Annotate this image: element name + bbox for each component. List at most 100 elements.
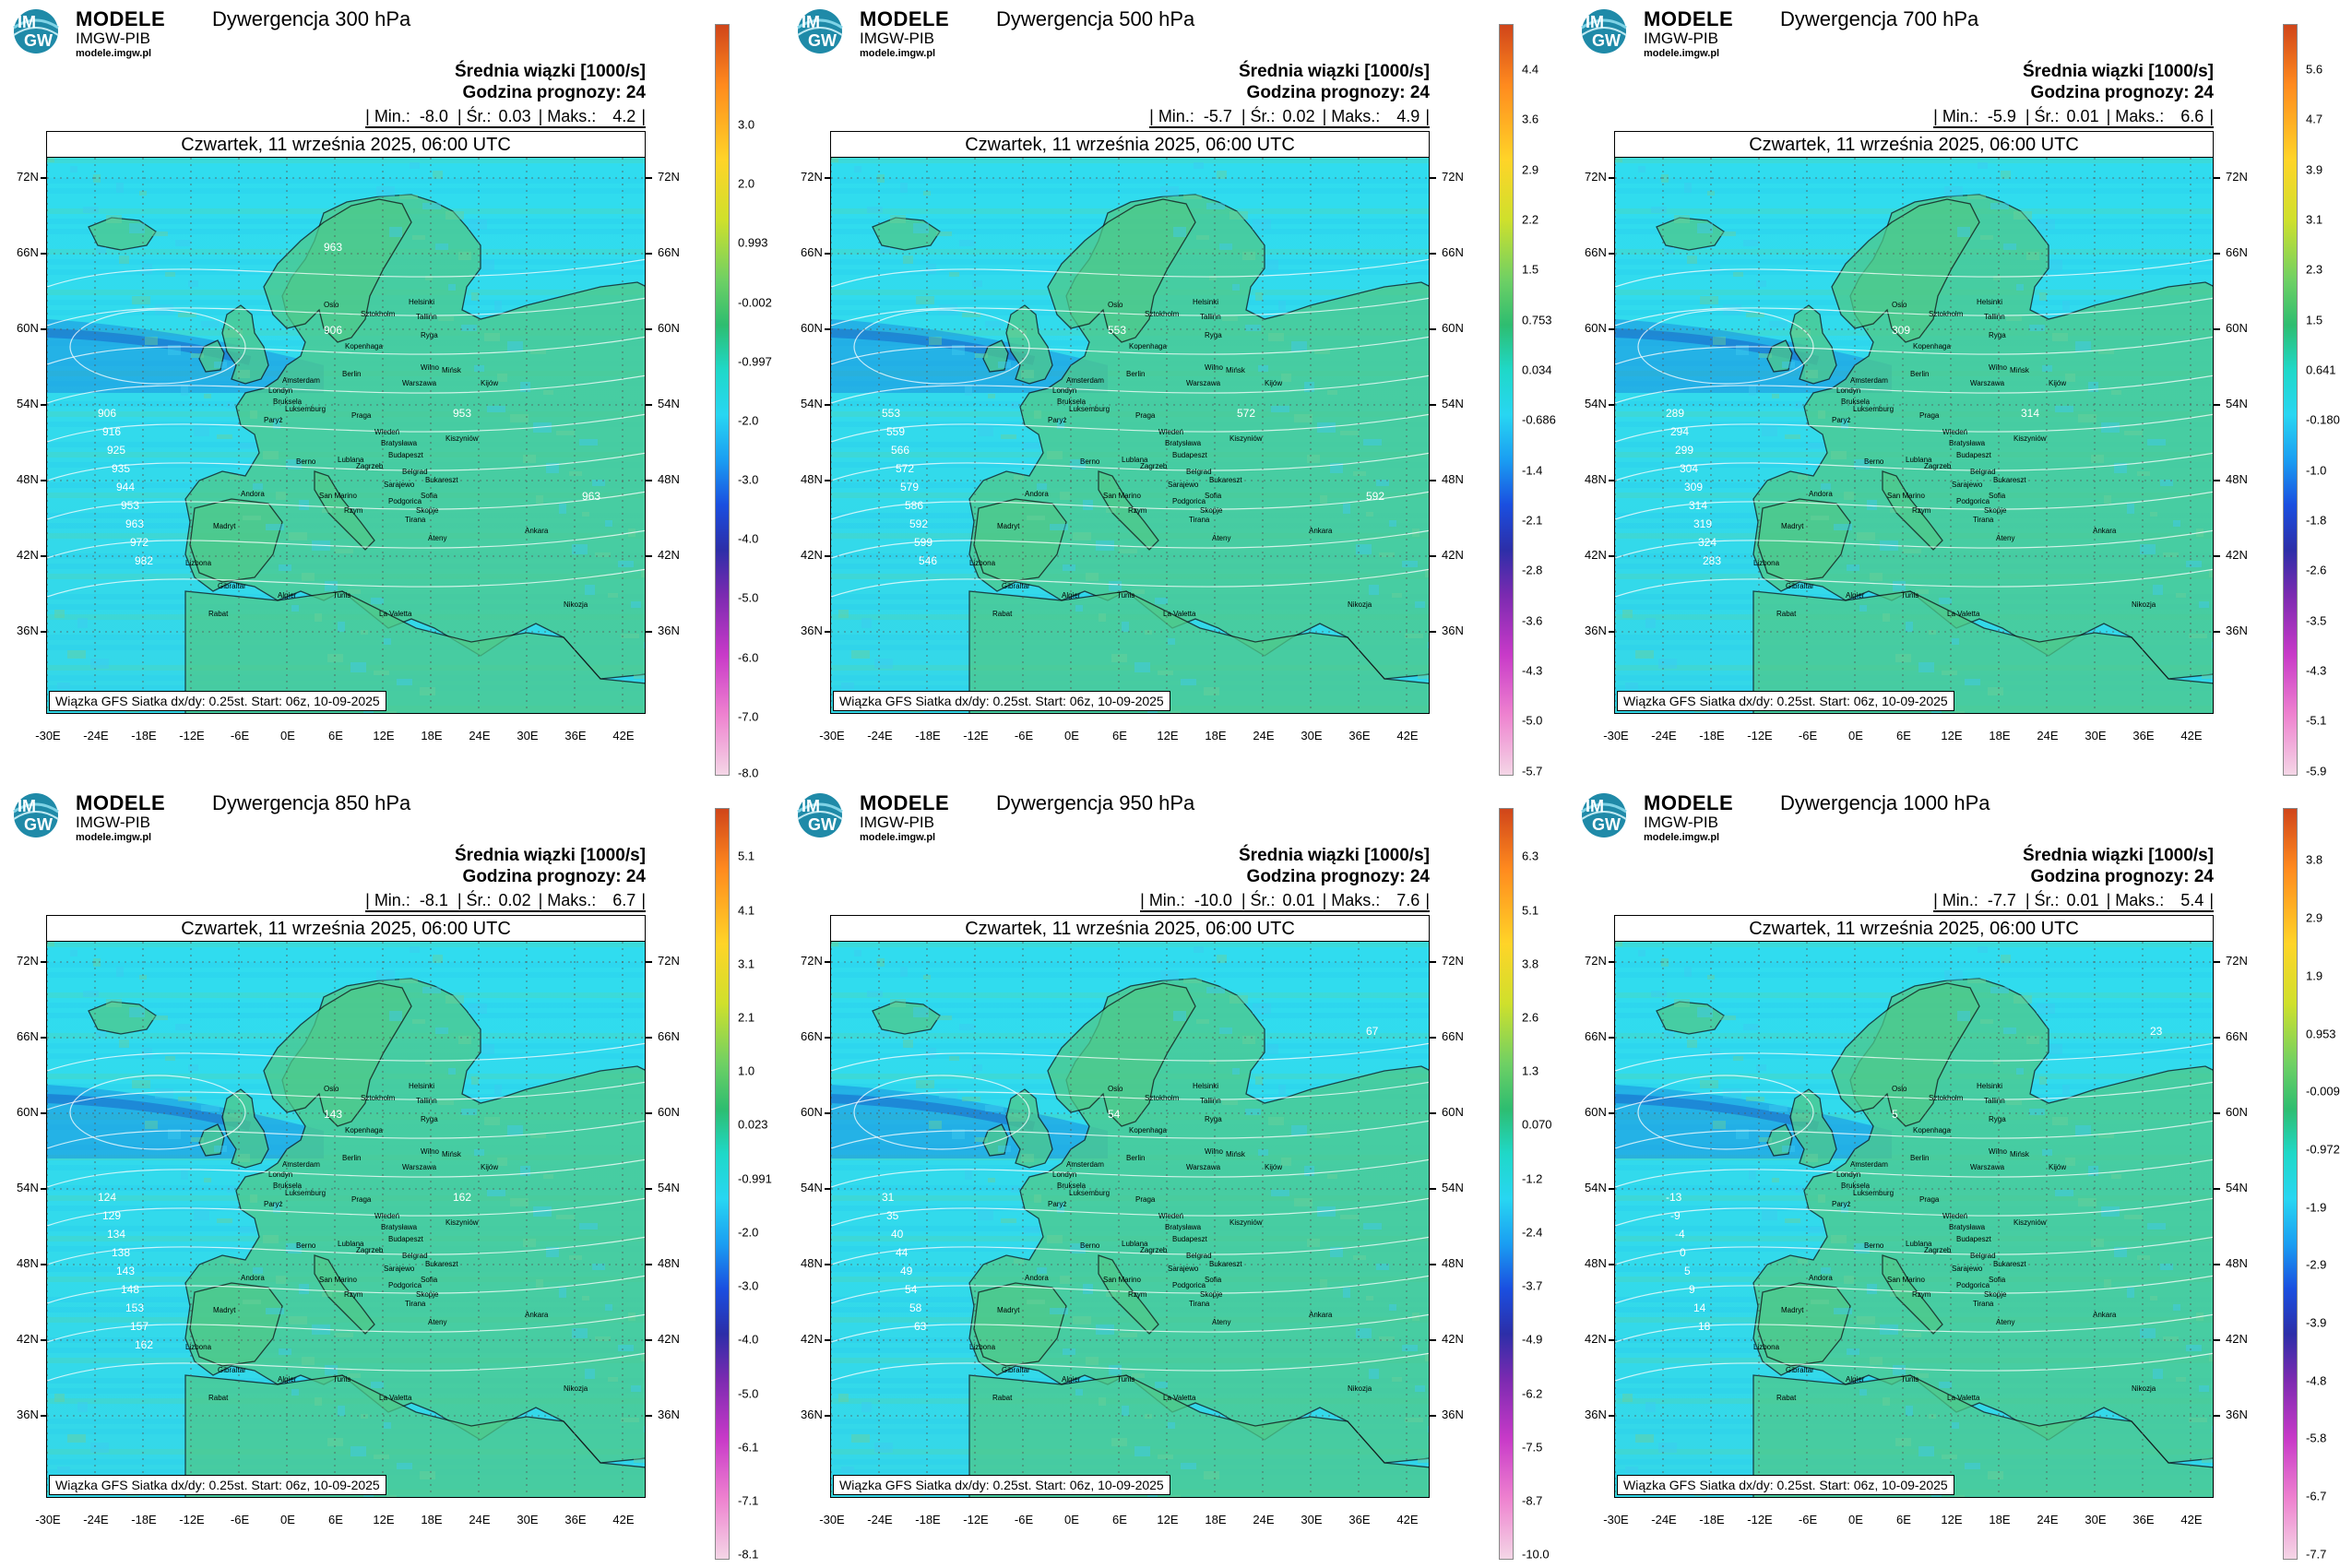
- colorbar-label: 2.6: [1522, 1010, 1539, 1025]
- city-label: Lizbona: [1753, 559, 1780, 567]
- lat-tick: [646, 1112, 652, 1114]
- lat-label-left: 36N: [1585, 624, 1607, 637]
- logo-text: MODELE IMGW-PIB modele.imgw.pl: [860, 9, 949, 59]
- stats-line: | Min.: -5.7 | Śr.: 0.02 | Maks.: 4.9 |: [1149, 107, 1430, 128]
- city-label: Nikozja: [2132, 600, 2156, 609]
- city-label: Kiszyniów: [2013, 434, 2047, 443]
- imgw-logo-icon: IM GW: [1577, 7, 1631, 55]
- city-label: San Marino: [319, 1276, 357, 1284]
- model-footnote: Wiązka GFS Siatka dx/dy: 0.25st. Start: …: [1617, 1475, 1954, 1495]
- contour-label: 963: [582, 490, 601, 503]
- colorbar-label: 2.3: [2306, 262, 2323, 277]
- contour-label: 31: [882, 1191, 895, 1204]
- contour-label: 592: [909, 517, 929, 530]
- info-line-forecast-hour: Godzina prognozy: 24: [2030, 83, 2214, 102]
- city-label: Tunis: [1117, 591, 1135, 600]
- colorbar-label: 2.0: [738, 176, 755, 191]
- lat-label-right: 48N: [1442, 1256, 1464, 1270]
- panel-info: Średnia wiązki [1000/s] Godzina prognozy:…: [455, 61, 646, 103]
- contour-label: 49: [900, 1265, 913, 1277]
- colorbar-label: -10.0: [1522, 1547, 1550, 1562]
- lat-tick: [1609, 631, 1615, 633]
- logo-mark-bottom: GW: [1592, 815, 1621, 834]
- colorbar-label: 0.753: [1522, 313, 1552, 327]
- contour-label: 314: [2021, 407, 2040, 420]
- city-label: Kopenhaga: [345, 342, 383, 350]
- lat-tick: [1609, 404, 1615, 406]
- lat-label-right: 54N: [658, 397, 680, 410]
- info-line-forecast-hour: Godzina prognozy: 24: [462, 83, 646, 102]
- lat-label-left: 72N: [17, 954, 39, 968]
- lat-label-right: 60N: [2226, 321, 2248, 335]
- city-label: Londyn: [1836, 386, 1861, 395]
- colorbar-label: -5.0: [738, 590, 759, 605]
- city-label: Nikozja: [1348, 1384, 1372, 1393]
- lat-tick: [1430, 1037, 1436, 1039]
- lat-tick: [41, 1112, 47, 1114]
- city-label: Tirana: [1189, 516, 1210, 524]
- lon-label: -24E: [1651, 729, 1677, 742]
- lat-tick: [646, 1037, 652, 1039]
- colorbar-label: -4.0: [738, 531, 759, 546]
- divergence-map: Oslo Sztokholm Helsinki Tallinn Ryga Wilno Miń…: [46, 157, 646, 714]
- city-label: Podgorica: [1956, 497, 1990, 505]
- city-label: Wilno: [1989, 1147, 2008, 1156]
- city-label: Rabat: [1776, 1394, 1797, 1402]
- divergence-map: Oslo Sztokholm Helsinki Tallinn Ryga Wilno Miń…: [1614, 157, 2214, 714]
- city-label: Nikozja: [1348, 600, 1372, 609]
- lat-tick: [2214, 1264, 2220, 1265]
- lat-label-left: 48N: [1585, 472, 1607, 486]
- city-label: San Marino: [1103, 1276, 1141, 1284]
- city-label: Berno: [1080, 1241, 1100, 1250]
- stat-min-value: -5.9: [1987, 107, 2016, 125]
- city-label: Kiszyniów: [445, 434, 479, 443]
- city-label: Rabat: [1776, 610, 1797, 618]
- colorbar-label: 0.641: [2306, 362, 2336, 377]
- colorbar-label: 0.953: [2306, 1027, 2336, 1040]
- lon-label: 6E: [328, 1513, 343, 1526]
- colorbar-label: -4.0: [738, 1332, 759, 1347]
- city-label: Tallinn: [416, 313, 437, 321]
- city-label: Kijów: [481, 379, 499, 387]
- lon-label: -30E: [35, 1513, 61, 1526]
- city-label: Kijów: [2049, 1163, 2067, 1171]
- lon-label: -30E: [819, 729, 845, 742]
- city-label: Madryt: [1781, 522, 1804, 530]
- lon-label: -18E: [1699, 729, 1725, 742]
- model-footnote: Wiązka GFS Siatka dx/dy: 0.25st. Start: …: [833, 1475, 1170, 1495]
- city-label: Skopje: [1200, 506, 1223, 515]
- city-label: Londyn: [1052, 1170, 1077, 1179]
- lat-label-left: 42N: [801, 548, 823, 562]
- city-label: Sztokholm: [1929, 310, 1964, 318]
- city-label: Sofia: [1205, 492, 1222, 500]
- colorbar-label: -0.991: [738, 1171, 772, 1186]
- lon-label: 18E: [421, 729, 443, 742]
- city-label: Algier: [1846, 1375, 1865, 1384]
- colorbar-label: -2.8: [1522, 563, 1543, 577]
- model-footnote: Wiązka GFS Siatka dx/dy: 0.25st. Start: …: [833, 691, 1170, 711]
- city-label: Budapeszt: [1172, 1235, 1207, 1243]
- colorbar-label: -3.9: [2306, 1315, 2327, 1330]
- panel-title: Dywergencja 950 hPa: [996, 791, 1195, 814]
- contour-label: 935: [112, 462, 131, 475]
- lon-label: 18E: [421, 1513, 443, 1526]
- lat-label-right: 48N: [2226, 1256, 2248, 1270]
- colorbar-label: -7.5: [1522, 1440, 1543, 1455]
- city-label: Lublana: [338, 1240, 364, 1248]
- lon-label: 30E: [2085, 729, 2107, 742]
- city-label: Lublana: [338, 456, 364, 464]
- lat-tick: [1609, 1037, 1615, 1039]
- contour-label: 592: [1366, 490, 1385, 503]
- colorbar-label: -7.7: [2306, 1547, 2327, 1562]
- city-label: Rabat: [992, 1394, 1013, 1402]
- colorbar-label: 2.9: [1522, 162, 1539, 177]
- lat-tick: [41, 404, 47, 406]
- lat-tick: [1430, 404, 1436, 406]
- lat-tick: [41, 631, 47, 633]
- lat-tick: [825, 480, 831, 481]
- lat-label-right: 72N: [2226, 170, 2248, 184]
- stat-avg-label: | Śr.:: [1241, 107, 1276, 125]
- model-footnote: Wiązka GFS Siatka dx/dy: 0.25st. Start: …: [49, 1475, 386, 1495]
- city-label: Paryż: [1832, 1200, 1851, 1208]
- city-label: Rabat: [208, 1394, 229, 1402]
